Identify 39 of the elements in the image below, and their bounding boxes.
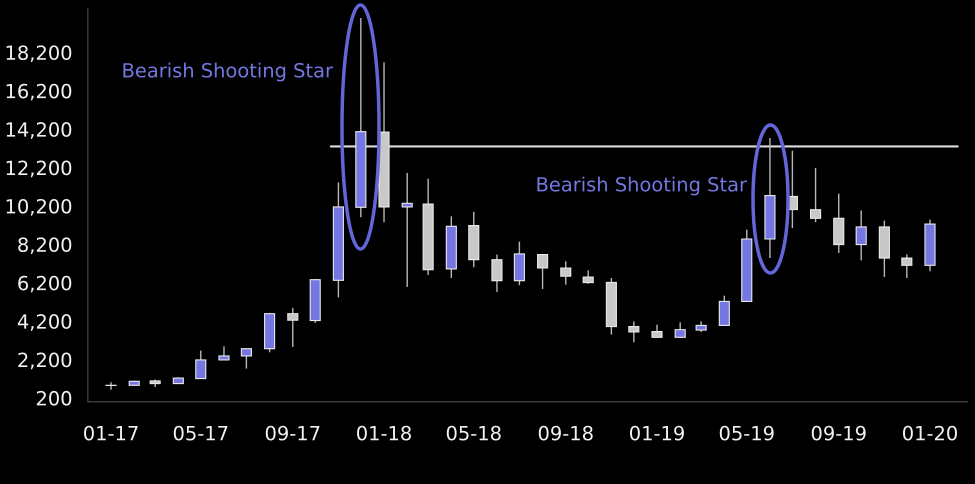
y-tick-label: 200 [36, 390, 72, 406]
candlestick [696, 320, 707, 333]
candlestick [810, 167, 822, 223]
annotation: Bearish Shooting Star [123, 62, 333, 82]
y-tick-label: 8,200 [18, 237, 72, 254]
candlestick [218, 346, 230, 362]
y-tick-label: 14,200 [6, 122, 72, 139]
x-tick-label: 01-18 [357, 426, 411, 440]
x-tick-label: 01-20 [903, 426, 957, 440]
candlestick [628, 320, 640, 343]
y-tick-label: 12,200 [6, 160, 72, 178]
candlestick [195, 350, 206, 380]
candlestick [537, 254, 548, 290]
candlestick [582, 270, 594, 284]
y-tick-label: 16,200 [6, 84, 72, 100]
y-tick-label: 10,200 [6, 198, 72, 216]
candlestick [901, 254, 912, 279]
candlestick [718, 294, 730, 326]
candlestick [674, 322, 686, 339]
x-tick-label: 01-17 [84, 426, 138, 440]
y-tick-label: 18,200 [6, 45, 72, 62]
candlestick [856, 210, 867, 262]
candlestick [240, 347, 252, 370]
candlestick [491, 254, 503, 293]
y-tick-label: 2,200 [18, 352, 72, 370]
candlestick [402, 172, 413, 288]
y-tick-label: 6,200 [18, 276, 72, 292]
x-tick-label: 09-17 [266, 426, 320, 440]
x-tick-label: 05-17 [174, 426, 228, 440]
x-tick-label: 05-18 [446, 426, 501, 440]
x-tick-label: 09-18 [538, 426, 593, 440]
candlestick [560, 260, 572, 286]
x-tick-label: 05-19 [720, 426, 774, 440]
x-tick-label: 01-19 [630, 426, 684, 440]
candlestick [287, 307, 298, 348]
y-tick-label: 4,200 [18, 314, 72, 331]
annotation: Bearish Shooting Star [537, 176, 747, 196]
candlestick [651, 324, 663, 339]
x-tick-label: 09-19 [812, 426, 866, 440]
